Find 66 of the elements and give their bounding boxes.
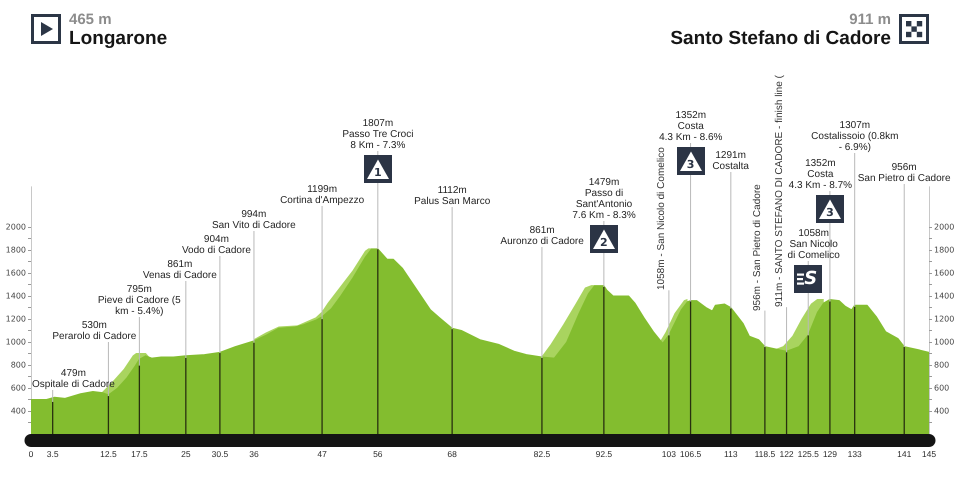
x-tick-label: 0 <box>28 449 34 459</box>
x-tick-label: 17.5 <box>131 449 148 459</box>
y2-tick-label: 400 <box>934 406 950 416</box>
x-tick-label: 122 <box>779 449 794 459</box>
y2-tick-label: 1200 <box>934 314 954 324</box>
x-tick-label: 113 <box>724 449 738 459</box>
y-tick-label: 600 <box>10 384 26 392</box>
y-tick-label: 1800 <box>6 246 26 254</box>
x-tick-label: 47 <box>317 449 328 459</box>
x-tick-label: 82.5 <box>534 449 550 459</box>
x-tick-label: 3.5 <box>46 449 59 459</box>
y2-tick-label: 600 <box>934 384 950 392</box>
y2-tick-label: 1600 <box>934 268 954 278</box>
annotation: 1112m Palus San Marco <box>414 185 490 207</box>
text: 465 m Longarone <box>69 11 168 49</box>
annotation: 1807m Passo Tre Croci 8 Km - 7.3% <box>342 118 414 151</box>
y2-tick-label: 1000 <box>934 338 954 346</box>
y2-tick-label: 1800 <box>934 246 954 254</box>
x-tick-label: 92.5 <box>596 449 612 459</box>
y2-tick-label: 2000 <box>934 222 954 232</box>
annotation: 1307m Costalissoio (0.8km - 6.9%) <box>811 120 898 153</box>
y-tick-label: 800 <box>10 360 26 370</box>
y-tick-label: 1400 <box>6 292 26 300</box>
annotation: 1058m - San Nicolo di Comelico <box>656 147 667 290</box>
annotation: 956m San Pietro di Cadore <box>858 162 951 184</box>
text: 911 m Santo Stefano di Cadore <box>670 11 891 49</box>
annotation: 994m San Vito di Cadore <box>212 209 296 231</box>
annotation: 861m Venas di Cadore <box>142 259 217 281</box>
annotation: S <box>804 268 818 289</box>
x-tick-label: 118.5 <box>754 449 776 459</box>
x-tick-label: 12.5 <box>100 449 117 459</box>
x-tick-label: 68 <box>447 449 458 459</box>
x-tick-label: 36 <box>249 449 259 459</box>
annotation: 904m Vodo di Cadore <box>182 234 251 256</box>
annotation: 1352m Costa 4.3 Km - 8.6% <box>659 110 722 143</box>
x-tick-label: 129 <box>822 449 838 459</box>
annotation: 1352m Costa 4.3 Km - 8.7% <box>788 158 852 191</box>
x-tick-label: 141 <box>897 449 912 459</box>
y-tick-label: 1000 <box>6 338 26 346</box>
x-tick-label: 106.5 <box>680 449 702 459</box>
annotation: 2 <box>600 236 608 249</box>
annotation: 1291m Costalta <box>712 150 749 172</box>
annotation: 861m Auronzo di Cadore <box>500 225 584 247</box>
y-tick-label: 400 <box>10 406 26 416</box>
annotation: 1479m Passo di Sant'Antonio 7.6 Km - 8.3% <box>572 177 636 221</box>
annotation: 3 <box>826 206 834 219</box>
x-tick-label: 25 <box>181 449 191 459</box>
annotation: 956m - San Pietro di Cadore <box>752 184 763 311</box>
x-tick-label: 30.5 <box>212 449 228 459</box>
y-tick-label: 1600 <box>6 268 26 278</box>
y-tick-label: 2000 <box>6 222 26 232</box>
x-tick-label: 103 <box>662 449 676 459</box>
x-tick-label: 145 <box>922 449 936 459</box>
annotation: 530m Perarolo di Cadore <box>52 320 136 342</box>
annotation: 795m Pieve di Cadore (5 km - 5.4%) <box>98 284 181 317</box>
x-tick-label: 133 <box>848 449 862 459</box>
y2-tick-label: 800 <box>934 360 950 370</box>
text: 1 <box>374 166 382 179</box>
annotation: 1058m San Nicolo di Comelico <box>788 228 840 261</box>
annotation: 911m - SANTO STEFANO DI CADORE - finish line ( <box>774 75 785 308</box>
y2-tick-label: 1400 <box>934 292 954 300</box>
x-tick-label: 56 <box>373 449 383 459</box>
x-tick-label: 125.5 <box>798 449 820 459</box>
text: 3 <box>686 158 694 171</box>
y-tick-label: 1200 <box>6 314 26 324</box>
annotation: 1199m Cortina d'Ampezzo <box>280 184 364 206</box>
